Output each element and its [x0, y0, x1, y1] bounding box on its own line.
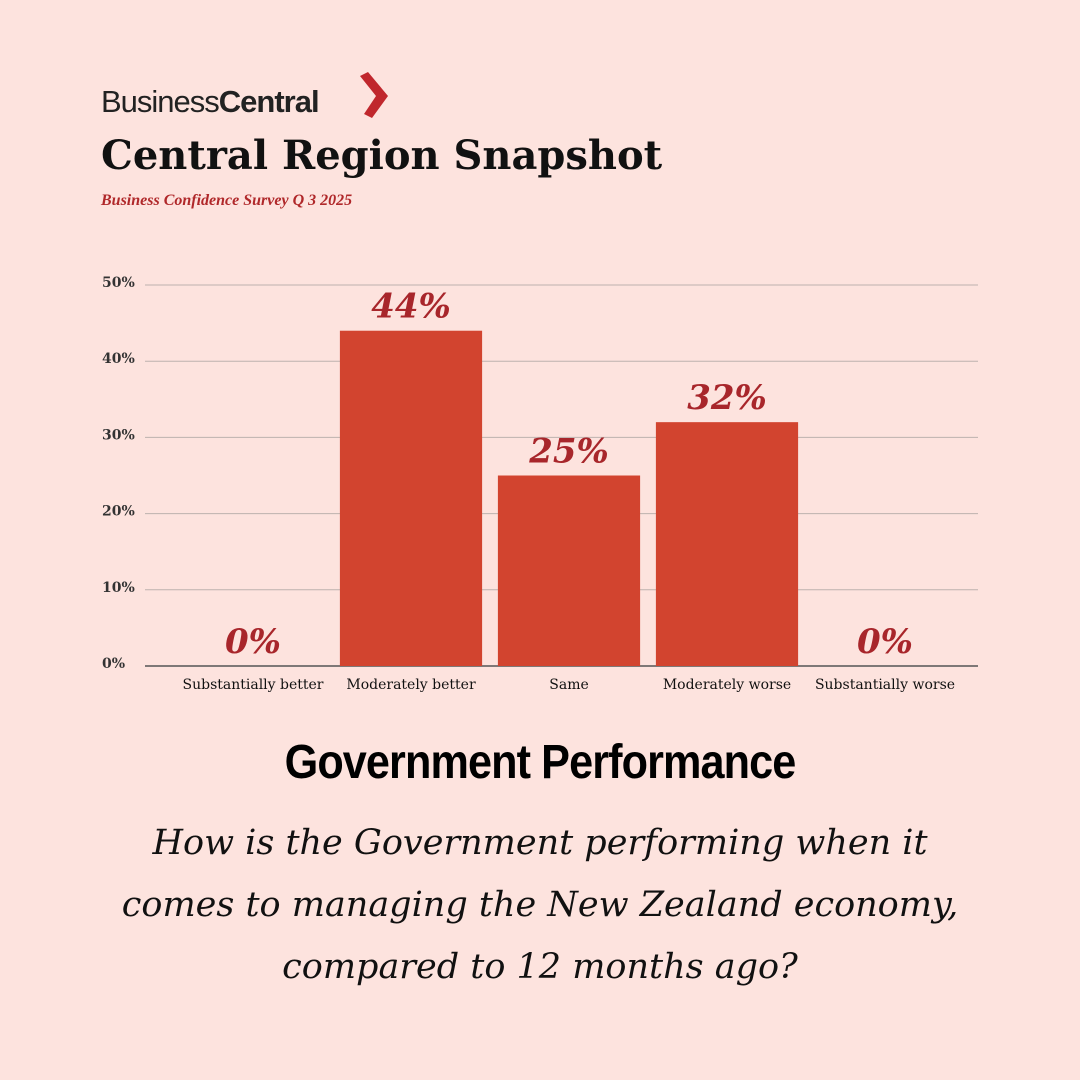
- logo-mark: [360, 72, 388, 118]
- y-tick-label: 30%: [102, 427, 135, 443]
- y-tick-label: 50%: [102, 275, 135, 291]
- x-tick-label: Same: [549, 677, 589, 693]
- chart-title: Government Performance: [284, 736, 797, 789]
- x-tick-label: Moderately worse: [663, 677, 791, 693]
- bar: [339, 330, 483, 666]
- brand-part: Central: [218, 84, 320, 119]
- brand: BusinessCentral: [101, 84, 320, 120]
- brand-part: Business: [101, 84, 220, 119]
- y-tick-label: 0%: [102, 656, 125, 672]
- y-tick-label: 20%: [102, 504, 135, 520]
- bar: [497, 475, 641, 666]
- x-tick-label: Substantially worse: [815, 677, 955, 693]
- subtitle: Business Confidence Survey Q 3 2025: [101, 192, 353, 209]
- value-label: 0%: [857, 622, 913, 662]
- y-tick-label: 10%: [102, 580, 135, 596]
- bar: [655, 422, 799, 666]
- title: Central Region Snapshot: [101, 132, 663, 179]
- chart-subtitle: How is the Government performing when it…: [121, 823, 959, 987]
- value-label: 44%: [371, 287, 451, 327]
- y-tick-label: 40%: [102, 351, 135, 367]
- value-label: 25%: [528, 432, 609, 472]
- x-tick-label: Moderately better: [346, 677, 476, 693]
- value-label: 0%: [225, 622, 281, 662]
- x-tick-label: Substantially better: [183, 677, 324, 693]
- value-label: 32%: [687, 378, 767, 418]
